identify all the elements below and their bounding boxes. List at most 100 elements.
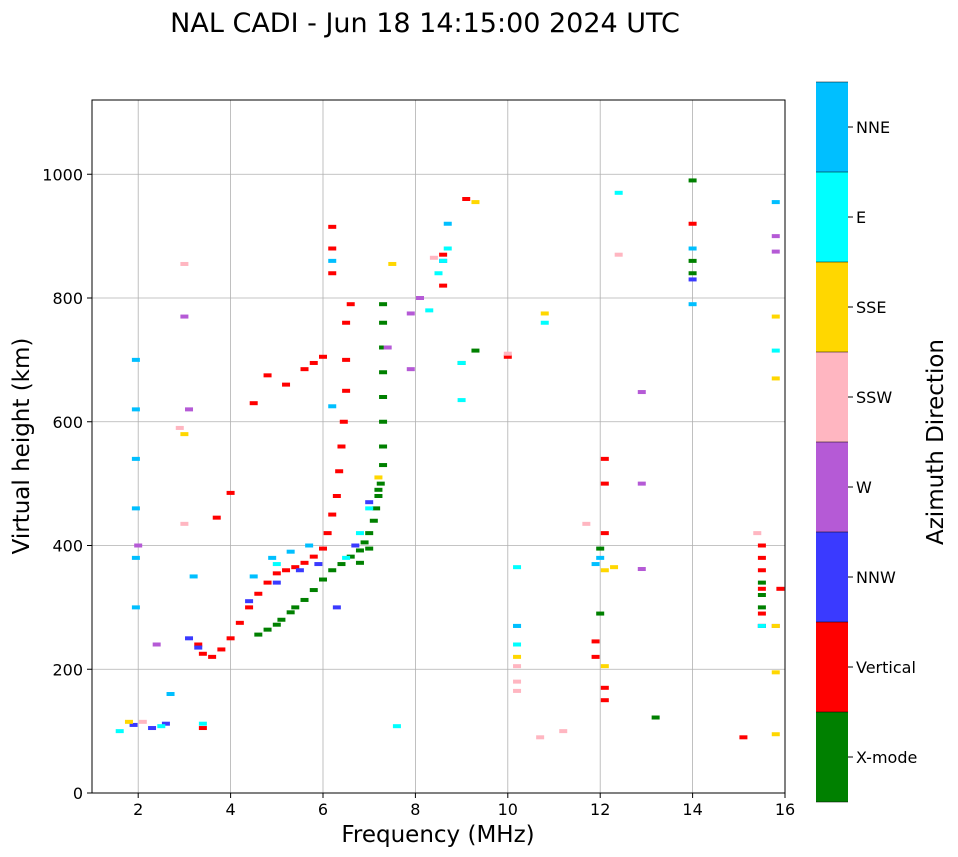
data-point [439,252,448,257]
data-point [198,651,207,656]
data-point [291,565,300,570]
data-point [425,308,434,313]
data-point [637,481,646,486]
data-point [194,645,203,650]
data-point [439,283,448,288]
data-point [282,382,291,387]
data-point [355,548,364,553]
x-tick-label: 4 [226,800,236,819]
data-point [300,560,309,565]
data-point [245,605,254,610]
data-point [185,636,194,641]
data-point [471,348,480,353]
data-point [596,611,605,616]
colorbar-segment [816,442,848,532]
data-point [513,688,522,693]
x-tick-label: 6 [318,800,328,819]
colorbar: X-mode Vertical NNW W SSW SSE E NNE [816,81,917,803]
data-point [771,234,780,239]
x-tick-label: 16 [775,800,795,819]
data-point [263,627,272,632]
data-point [753,531,762,536]
data-point [309,360,318,365]
data-point [328,246,337,251]
data-point [194,642,203,647]
data-point [610,565,619,570]
data-point [771,249,780,254]
data-point [771,200,780,205]
data-point [651,715,660,720]
data-point [175,425,184,430]
data-point [272,622,281,627]
data-point [342,555,351,560]
data-point [272,571,281,576]
data-point [277,617,286,622]
data-point [513,565,522,570]
data-point [245,599,254,604]
data-point [379,345,388,350]
colorbar-tick-label: Vertical [856,658,916,677]
data-point [212,515,221,520]
data-point [637,390,646,395]
data-point [166,692,175,696]
y-axis-ticks: 0 200 400 600 800 1000 [42,165,92,803]
data-point [342,357,351,362]
data-point [513,664,522,669]
data-point [235,620,244,625]
data-point [406,367,415,372]
data-point [379,463,388,468]
series-nne [131,200,780,696]
data-point [300,367,309,372]
data-point [198,726,207,731]
data-point [376,481,385,486]
colorbar-segment [816,172,848,262]
data-point [513,642,522,647]
y-tick-label: 200 [52,660,83,679]
data-point [355,531,364,536]
data-point [462,197,471,201]
data-point [319,577,327,582]
data-point [332,605,341,610]
data-point [131,357,140,362]
data-point [757,611,766,616]
data-point [771,376,780,381]
colorbar-segment [816,622,848,712]
data-point [559,729,568,734]
data-point [513,623,522,628]
data-point [323,531,332,536]
x-tick-label: 14 [682,800,702,819]
data-point [688,221,697,226]
data-point [124,719,133,724]
data-point [771,732,780,737]
chart-title: NAL CADI - Jun 18 14:15:00 2024 UTC [170,8,680,39]
data-point [757,543,766,548]
data-point [600,531,609,536]
data-point [372,506,381,511]
data-point [536,735,545,740]
data-point [739,735,748,740]
data-point [328,568,337,573]
data-point [379,419,388,424]
data-point [374,475,383,480]
data-point [185,407,194,412]
data-point [254,591,263,596]
data-point [757,568,766,573]
data-point [596,555,605,560]
data-point [226,490,235,495]
data-point [131,555,140,560]
data-point [540,311,549,316]
data-point [309,554,318,559]
data-point [600,481,609,486]
data-point [335,469,344,474]
data-point [328,512,337,517]
data-point [337,562,346,567]
x-tick-label: 12 [590,800,610,819]
x-tick-label: 10 [498,800,518,819]
data-point [365,531,374,536]
series-x-mode [254,178,766,720]
data-point [161,721,170,726]
data-point [688,258,697,263]
data-point [328,224,337,229]
data-point [771,670,780,675]
